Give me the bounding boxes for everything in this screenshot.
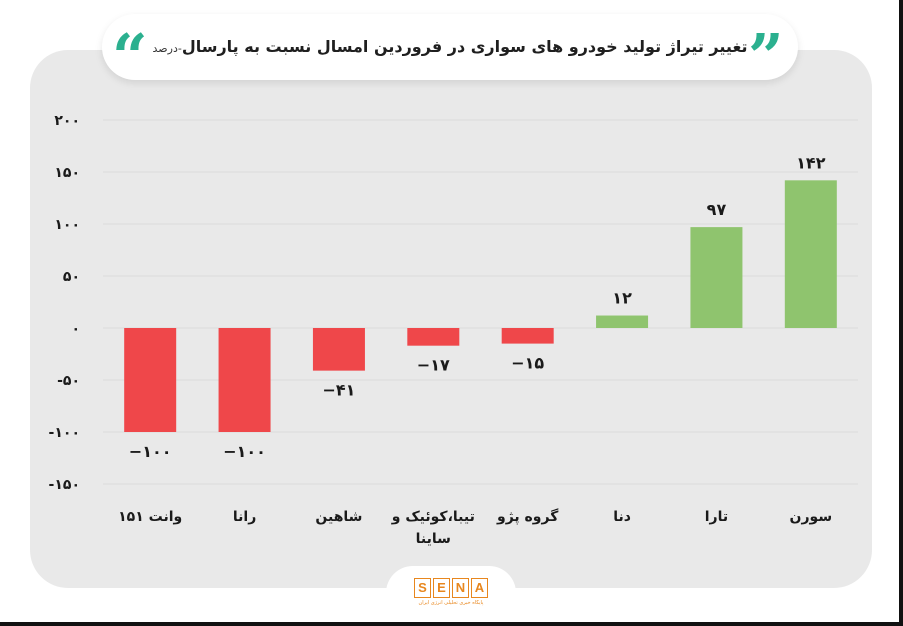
logo-letter: A xyxy=(471,578,488,598)
logo-letter: E xyxy=(433,578,450,598)
data-label: −۱۵ xyxy=(511,354,544,373)
x-tick-label: وانت ۱۵۱ xyxy=(118,509,182,525)
data-label: ۱۲ xyxy=(612,289,632,308)
bar xyxy=(596,315,649,328)
bar xyxy=(124,328,177,432)
bar xyxy=(501,328,554,344)
logo-badge xyxy=(386,566,516,620)
data-label: −۱۷ xyxy=(417,356,450,375)
data-label: ۱۴۲ xyxy=(796,153,826,172)
y-tick-label: ۲۰۰ xyxy=(54,113,80,129)
data-label: −۱۰۰ xyxy=(129,442,172,461)
y-tick-label: ۱۵۰ xyxy=(54,165,80,181)
x-tick-label: تیبا،کوئیک و xyxy=(391,509,475,525)
x-tick-label: تارا xyxy=(705,509,728,525)
gridlines xyxy=(103,119,858,485)
bar xyxy=(312,328,365,371)
y-tick-label: ۵۰ xyxy=(63,269,80,285)
data-label: ۹۷ xyxy=(707,200,727,219)
bar xyxy=(218,328,271,432)
bar xyxy=(784,180,837,328)
x-tick-label: سورن xyxy=(790,509,833,525)
value-labels: −۱۰۰ −۱۰۰ −۴۱ −۱۷ −۱۵ ۱۲ ۹۷ ۱۴۲ xyxy=(129,153,826,461)
x-tick-label: ساینا xyxy=(416,531,451,547)
data-label: −۴۱ xyxy=(322,381,355,400)
category-labels: وانت ۱۵۱ رانا شاهین تیبا،کوئیک و ساینا گروه پ… xyxy=(118,508,832,547)
frame-edge-right xyxy=(899,0,903,626)
x-tick-label: دنا xyxy=(613,509,631,525)
title-main: تغییر تیراژ تولید خودرو های سواری در فرو… xyxy=(181,37,748,56)
logo-letter: S xyxy=(414,578,431,598)
x-tick-label: رانا xyxy=(233,509,256,525)
data-label: −۱۰۰ xyxy=(223,442,266,461)
bars xyxy=(124,180,837,432)
sena-logo: S E N A xyxy=(414,578,488,598)
logo-letter: N xyxy=(452,578,469,598)
bar xyxy=(690,227,743,328)
quote-open-icon: “ xyxy=(112,20,148,93)
y-tick-label: ۰ xyxy=(71,321,80,337)
y-tick-label: -۱۵۰ xyxy=(49,477,80,493)
logo-subtitle: پایگاه خبری تحلیلی انرژی ایران xyxy=(418,600,484,606)
bar xyxy=(407,328,460,346)
title-banner xyxy=(102,14,798,80)
x-tick-label: گروه پژو xyxy=(496,508,559,525)
quote-close-icon: ” xyxy=(748,20,784,93)
y-axis-ticks: ۲۰۰ ۱۵۰ ۱۰۰ ۵۰ ۰ -۵۰ -۱۰۰ -۱۵۰ xyxy=(49,113,80,493)
chart-title: تغییر تیراژ تولید خودرو های سواری در فرو… xyxy=(150,14,750,80)
title-unit: -درصد xyxy=(152,42,182,55)
y-tick-label: ۱۰۰ xyxy=(54,217,80,233)
y-tick-label: -۵۰ xyxy=(57,373,80,389)
x-tick-label: شاهین xyxy=(315,509,362,525)
frame-edge-bottom xyxy=(0,622,903,626)
y-tick-label: -۱۰۰ xyxy=(49,425,80,441)
